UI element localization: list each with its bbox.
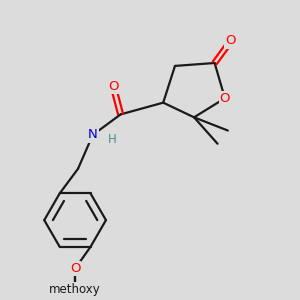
Text: H: H [107,133,116,146]
Text: O: O [108,80,119,93]
Text: O: O [70,262,80,275]
Text: methoxy: methoxy [0,299,1,300]
Text: O: O [220,92,230,105]
Text: methoxy: methoxy [0,299,1,300]
Text: methoxy: methoxy [49,283,101,296]
Text: O: O [226,34,236,47]
Text: N: N [88,128,98,142]
